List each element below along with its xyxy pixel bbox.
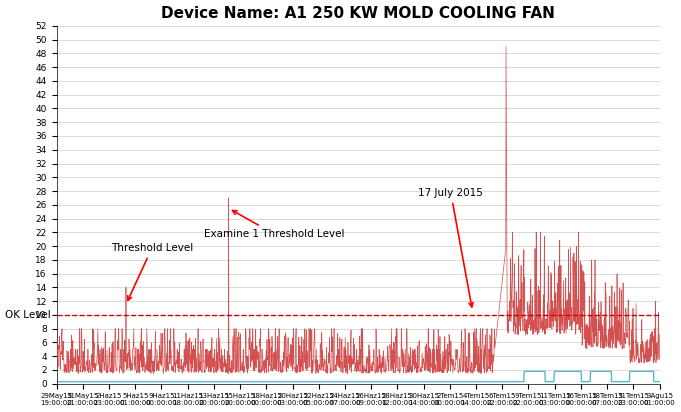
Text: Examine 1 Threshold Level: Examine 1 Threshold Level <box>204 211 345 239</box>
Text: OK Level: OK Level <box>5 310 50 320</box>
Text: Threshold Level: Threshold Level <box>111 243 193 300</box>
Text: 17 July 2015: 17 July 2015 <box>418 188 484 307</box>
Title: Device Name: A1 250 KW MOLD COOLING FAN: Device Name: A1 250 KW MOLD COOLING FAN <box>161 5 555 21</box>
